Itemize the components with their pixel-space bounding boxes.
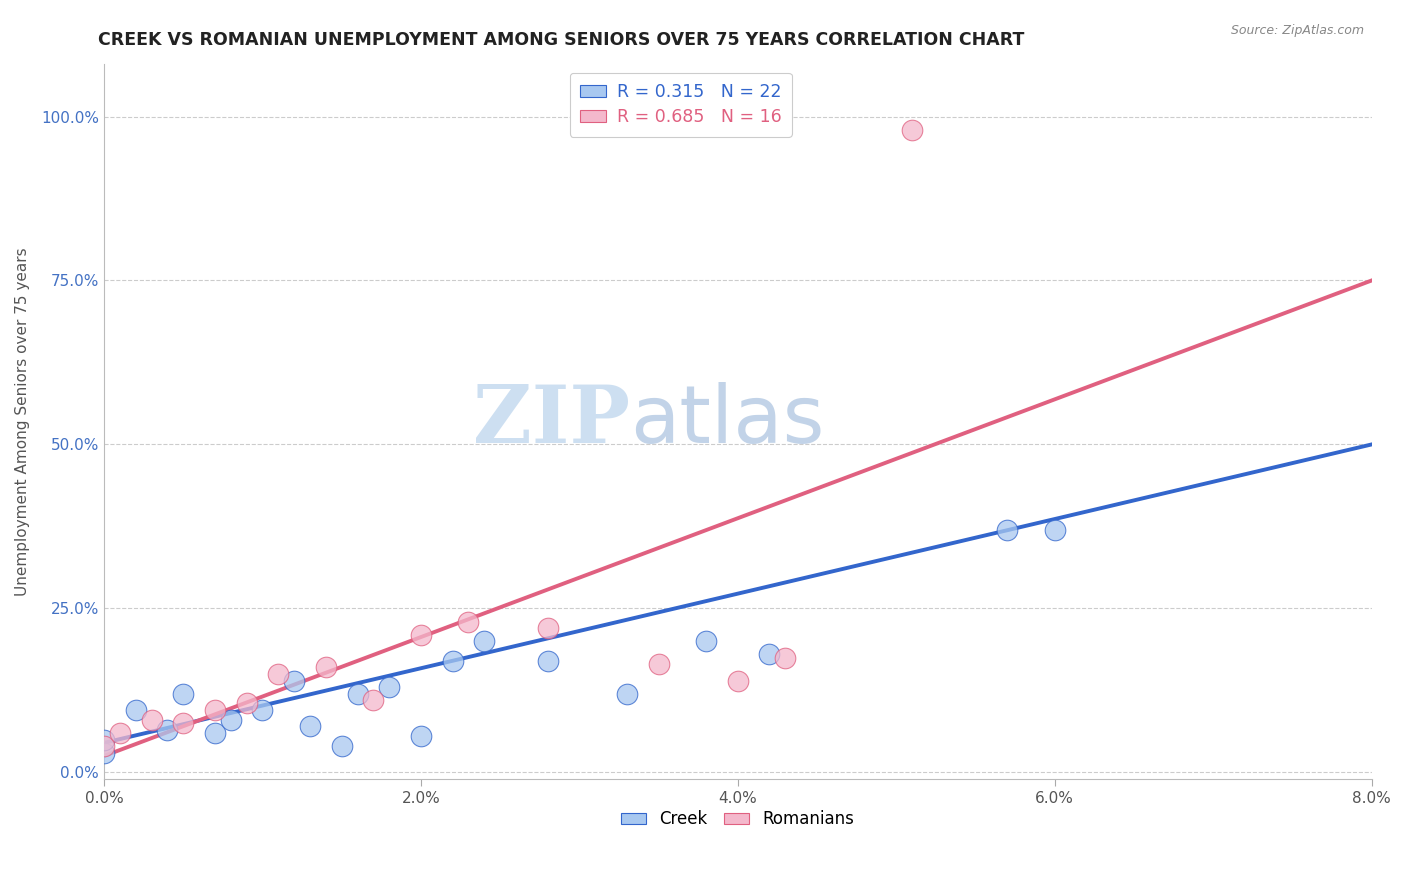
Point [363,693,385,707]
Point [695,634,717,648]
Point [204,726,226,740]
Point [457,615,479,629]
Point [472,634,495,648]
Point [901,122,924,136]
Point [108,726,131,740]
Point [378,680,401,694]
Point [283,673,305,688]
Point [727,673,749,688]
Point [93,732,115,747]
Point [315,660,337,674]
Y-axis label: Unemployment Among Seniors over 75 years: Unemployment Among Seniors over 75 years [15,247,30,596]
Point [141,713,163,727]
Point [409,729,432,743]
Point [172,687,194,701]
Point [267,667,290,681]
Point [409,627,432,641]
Point [93,739,115,753]
Point [995,523,1018,537]
Legend: Creek, Romanians: Creek, Romanians [614,804,862,835]
Point [775,650,797,665]
Point [219,713,242,727]
Point [235,697,257,711]
Text: atlas: atlas [630,383,824,460]
Point [298,719,321,733]
Point [441,654,464,668]
Point [252,703,274,717]
Point [204,703,226,717]
Text: Source: ZipAtlas.com: Source: ZipAtlas.com [1230,24,1364,37]
Point [172,716,194,731]
Point [537,621,560,635]
Point [647,657,669,672]
Point [537,654,560,668]
Text: CREEK VS ROMANIAN UNEMPLOYMENT AMONG SENIORS OVER 75 YEARS CORRELATION CHART: CREEK VS ROMANIAN UNEMPLOYMENT AMONG SEN… [98,31,1025,49]
Point [616,687,638,701]
Text: ZIP: ZIP [472,383,630,460]
Point [758,648,780,662]
Point [93,746,115,760]
Point [156,723,179,737]
Point [1043,523,1066,537]
Point [124,703,146,717]
Point [346,687,368,701]
Point [330,739,353,753]
